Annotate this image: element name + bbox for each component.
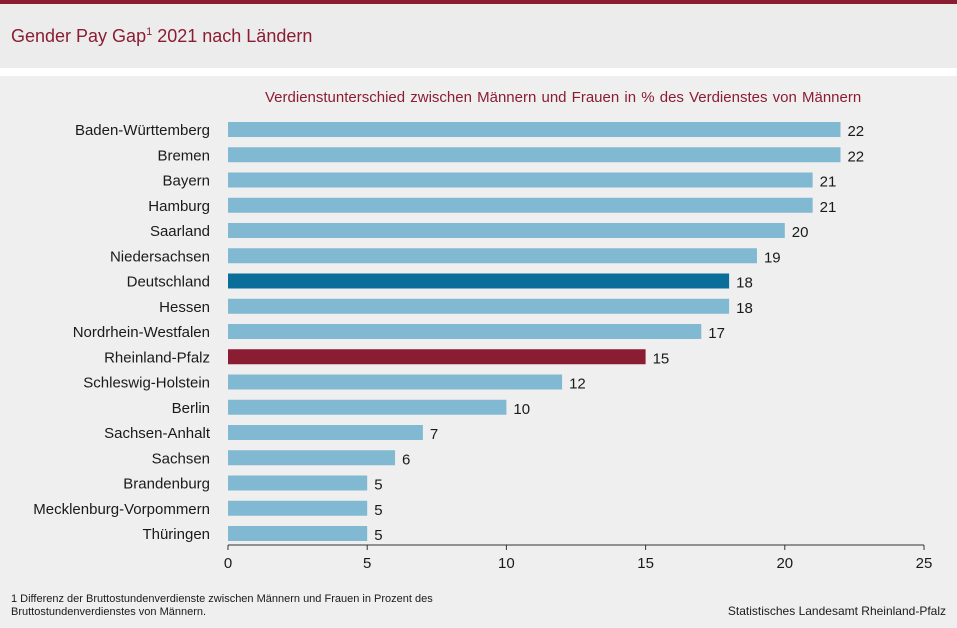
category-label: Sachsen-Anhalt bbox=[104, 425, 211, 442]
x-tick-label: 20 bbox=[776, 555, 793, 572]
x-tick-label: 10 bbox=[498, 555, 515, 572]
header-separator bbox=[0, 68, 957, 76]
bar-schleswig-holstein bbox=[228, 374, 563, 390]
x-tick-label: 25 bbox=[916, 555, 933, 572]
x-tick-label: 5 bbox=[363, 555, 371, 572]
value-label: 18 bbox=[736, 300, 753, 317]
bar-hamburg bbox=[228, 197, 813, 213]
bar-saarland bbox=[228, 223, 785, 238]
source-note: Statistisches Landesamt Rheinland-Pfalz bbox=[727, 604, 946, 618]
category-label: Saarland bbox=[150, 223, 210, 240]
category-label: Rheinland-Pfalz bbox=[104, 349, 210, 366]
bar-baden-württemberg bbox=[228, 122, 841, 137]
category-label: Thüringen bbox=[142, 526, 210, 543]
value-label: 7 bbox=[430, 426, 438, 443]
category-label: Bremen bbox=[157, 147, 210, 164]
bar-hessen bbox=[228, 298, 730, 314]
category-label: Schleswig-Holstein bbox=[83, 375, 210, 392]
category-label: Mecklenburg-Vorpommern bbox=[33, 501, 210, 518]
value-label: 21 bbox=[820, 199, 837, 216]
category-label: Nordrhein-Westfalen bbox=[73, 324, 210, 341]
bar-berlin bbox=[228, 399, 507, 415]
bar-sachsen-anhalt bbox=[228, 425, 423, 440]
value-label: 12 bbox=[569, 376, 586, 393]
bar-nordrhein-westfalen bbox=[228, 324, 702, 339]
category-label: Niedersachsen bbox=[110, 248, 210, 265]
value-label: 21 bbox=[820, 174, 837, 191]
category-label: Hamburg bbox=[148, 198, 210, 215]
bar-sachsen bbox=[228, 450, 396, 466]
x-tick-label: 15 bbox=[637, 555, 654, 572]
page-title: Gender Pay Gap1 2021 nach Ländern bbox=[11, 26, 313, 46]
value-label: 10 bbox=[513, 401, 530, 418]
title-bar bbox=[0, 4, 957, 68]
chart-subtitle: Verdienstunterschied zwischen Männern un… bbox=[265, 89, 862, 106]
value-label: 5 bbox=[374, 477, 382, 494]
value-label: 18 bbox=[736, 275, 753, 292]
bar-niedersachsen bbox=[228, 248, 757, 264]
value-label: 5 bbox=[374, 502, 382, 519]
category-label: Deutschland bbox=[127, 274, 210, 291]
category-label: Baden-Württemberg bbox=[75, 122, 210, 139]
footnote: 1 Differenz der Bruttostundenverdienste … bbox=[11, 593, 433, 618]
bar-deutschland bbox=[228, 273, 730, 289]
category-label: Berlin bbox=[172, 400, 210, 417]
value-label: 20 bbox=[792, 224, 809, 241]
category-label: Brandenburg bbox=[123, 476, 210, 493]
value-label: 22 bbox=[847, 148, 864, 165]
top-stripe bbox=[0, 0, 957, 4]
value-label: 15 bbox=[653, 350, 670, 367]
value-label: 19 bbox=[764, 249, 781, 266]
category-label: Hessen bbox=[159, 299, 210, 316]
category-label: Bayern bbox=[162, 173, 210, 190]
bar-rheinland-pfalz bbox=[228, 349, 646, 365]
bar-bremen bbox=[228, 147, 841, 163]
bar-bayern bbox=[228, 172, 813, 188]
value-label: 5 bbox=[374, 527, 382, 544]
value-label: 22 bbox=[847, 123, 864, 140]
x-tick-label: 0 bbox=[224, 555, 232, 572]
bar-brandenburg bbox=[228, 475, 368, 491]
value-label: 6 bbox=[402, 451, 410, 468]
value-label: 17 bbox=[708, 325, 725, 342]
category-label: Sachsen bbox=[152, 450, 210, 467]
bar-thüringen bbox=[228, 526, 368, 541]
bar-mecklenburg-vorpommern bbox=[228, 500, 368, 516]
